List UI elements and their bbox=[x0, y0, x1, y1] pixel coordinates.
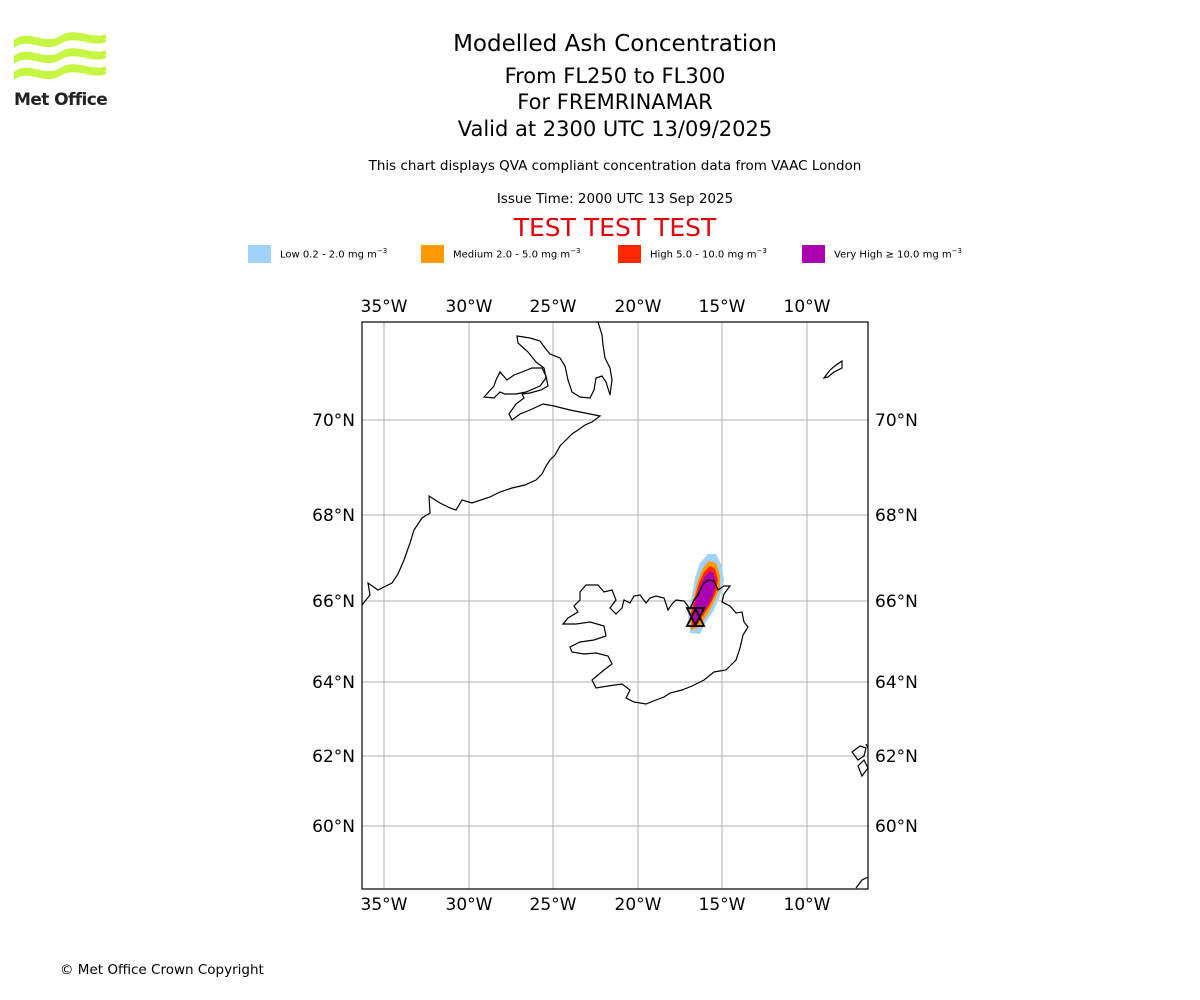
copyright-notice: © Met Office Crown Copyright bbox=[60, 962, 264, 978]
lon-tick-top: 10°W bbox=[784, 297, 831, 317]
lon-tick-bottom: 10°W bbox=[784, 895, 831, 915]
graticule bbox=[362, 322, 868, 889]
test-banner: TEST TEST TEST bbox=[513, 213, 717, 242]
lat-tick-right: 68°N bbox=[875, 506, 918, 526]
scotland-coastline bbox=[855, 876, 869, 889]
legend-swatch-very-high bbox=[802, 245, 825, 263]
lat-tick-left: 68°N bbox=[312, 506, 355, 526]
left-latitude-labels: 70°N 68°N 66°N 64°N 62°N 60°N bbox=[312, 411, 355, 837]
legend-item-low: Low 0.2 - 2.0 mg m−3 bbox=[248, 244, 387, 264]
lat-tick-left: 66°N bbox=[312, 592, 355, 612]
hourglass-triangle-icon bbox=[685, 606, 706, 628]
volcano-name: For FREMRINAMAR bbox=[517, 90, 713, 114]
map-frame bbox=[361, 321, 869, 890]
greenland-coastline bbox=[361, 321, 613, 606]
right-latitude-labels: 70°N 68°N 66°N 64°N 62°N 60°N bbox=[875, 411, 918, 837]
legend-label-low: Low 0.2 - 2.0 mg m−3 bbox=[280, 247, 388, 261]
lat-tick-right: 70°N bbox=[875, 411, 918, 431]
legend-label-medium: Medium 2.0 - 5.0 mg m−3 bbox=[453, 247, 581, 261]
lon-tick-top: 25°W bbox=[530, 297, 577, 317]
jan-mayen-coastline bbox=[822, 359, 843, 379]
lon-tick-bottom: 15°W bbox=[699, 895, 746, 915]
legend-swatch-high bbox=[618, 245, 641, 263]
chart-description: This chart displays QVA compliant concen… bbox=[368, 158, 862, 174]
lon-tick-top: 30°W bbox=[446, 297, 493, 317]
lat-tick-right: 66°N bbox=[875, 592, 918, 612]
lat-tick-left: 70°N bbox=[312, 411, 355, 431]
issue-time: Issue Time: 2000 UTC 13 Sep 2025 bbox=[496, 191, 734, 207]
legend-item-medium: Medium 2.0 - 5.0 mg m−3 bbox=[421, 244, 580, 264]
legend-item-very-high: Very High ≥ 10.0 mg m−3 bbox=[802, 244, 962, 264]
lat-tick-right: 64°N bbox=[875, 673, 918, 693]
chart-title: Modelled Ash Concentration bbox=[453, 31, 777, 57]
legend-label-high: High 5.0 - 10.0 mg m−3 bbox=[650, 247, 767, 261]
lon-tick-top: 15°W bbox=[699, 297, 746, 317]
lon-tick-bottom: 20°W bbox=[615, 895, 662, 915]
flight-level-range: From FL250 to FL300 bbox=[504, 64, 726, 88]
met-office-logo-text: Met Office bbox=[14, 90, 108, 110]
lon-tick-bottom: 25°W bbox=[530, 895, 577, 915]
legend-item-high: High 5.0 - 10.0 mg m−3 bbox=[618, 244, 767, 264]
lat-tick-right: 62°N bbox=[875, 747, 918, 767]
lon-tick-top: 35°W bbox=[361, 297, 408, 317]
lat-tick-left: 64°N bbox=[312, 673, 355, 693]
lat-tick-left: 60°N bbox=[312, 817, 355, 837]
met-office-waves-icon bbox=[14, 32, 106, 80]
legend-swatch-low bbox=[248, 245, 271, 263]
lon-tick-top: 20°W bbox=[615, 297, 662, 317]
lat-tick-left: 62°N bbox=[312, 747, 355, 767]
legend-swatch-medium bbox=[421, 245, 444, 263]
iceland-coastline bbox=[561, 579, 749, 705]
bottom-longitude-labels: 35°W 30°W 25°W 20°W 15°W 10°W bbox=[361, 895, 831, 915]
valid-time: Valid at 2300 UTC 13/09/2025 bbox=[457, 117, 773, 141]
met-office-logo: Met Office bbox=[14, 30, 108, 112]
lat-tick-right: 60°N bbox=[875, 817, 918, 837]
faroe-islands-coastline bbox=[851, 743, 869, 778]
lon-tick-bottom: 35°W bbox=[361, 895, 408, 915]
legend-label-very-high: Very High ≥ 10.0 mg m−3 bbox=[834, 247, 962, 261]
lon-tick-bottom: 30°W bbox=[446, 895, 493, 915]
top-longitude-labels: 35°W 30°W 25°W 20°W 15°W 10°W bbox=[361, 297, 831, 317]
